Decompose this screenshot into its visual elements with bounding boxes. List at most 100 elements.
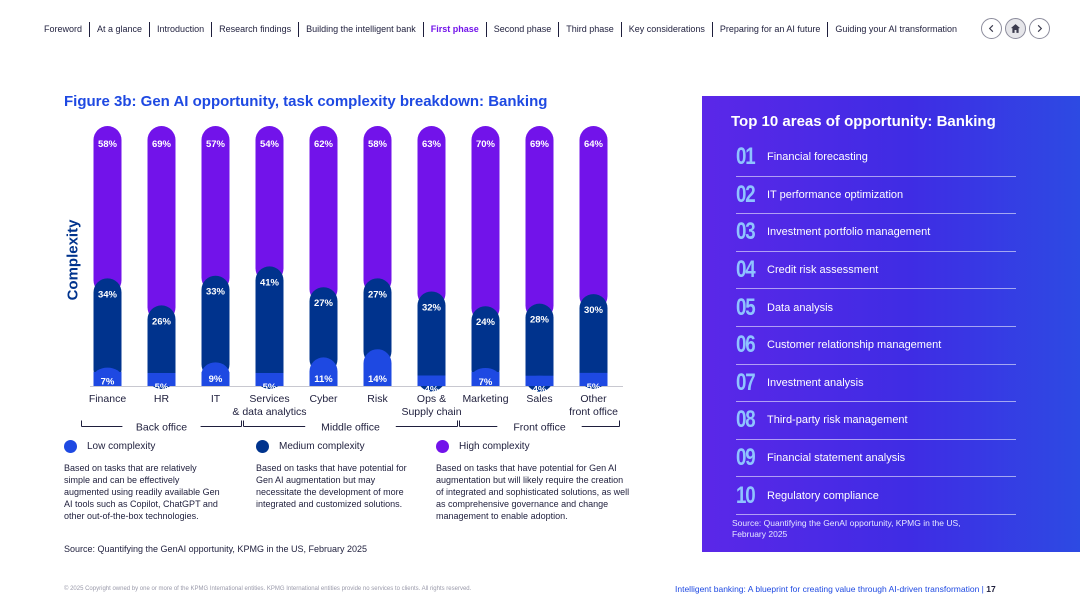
bar-high-services-data-analytics [255,126,284,283]
x-tick-label-sales: Sales [526,393,552,405]
legend-label: Low complexity [87,441,156,452]
top-nav: Foreword At a glance Introduction Resear… [44,21,964,37]
bar-low-base-it [201,372,230,386]
bar-medium-it [201,275,230,379]
item-label: Financial forecasting [767,151,868,164]
label-low-ops-supply-chain: 4% [425,384,439,395]
nav-at-a-glance[interactable]: At a glance [89,21,149,37]
list-item: 08 Third-party risk management [736,402,1016,440]
label-medium-it: 33% [206,287,226,298]
bar-low-base-hr [147,373,176,386]
list-item: 01 Financial forecasting [736,139,1016,177]
label-medium-cyber: 27% [314,298,334,309]
label-medium-ops-supply-chain: 32% [422,302,442,313]
figure-title: Figure 3b: Gen AI opportunity, task comp… [64,93,548,110]
bar-high-hr [147,126,176,322]
label-high-services-data-analytics: 54% [260,139,280,150]
item-number: 08 [736,406,756,434]
nav-key-considerations[interactable]: Key considerations [620,21,712,37]
bar-medium-cyber [309,287,338,374]
bar-medium-other-front-office [579,294,608,389]
nav-first-phase[interactable]: First phase [422,21,486,37]
chevron-left-icon [988,24,994,33]
nav-guiding-ai-transformation[interactable]: Guiding your AI transformation [827,21,964,37]
legend-medium-complexity: Medium complexity Based on tasks that ha… [256,440,416,510]
label-high-hr: 69% [152,139,172,150]
nav-introduction[interactable]: Introduction [149,21,211,37]
x-tick-label-other-front-office: Other [580,393,607,405]
label-high-other-front-office: 64% [584,139,604,150]
item-label: Regulatory compliance [767,489,879,502]
home-icon [1010,24,1021,33]
legend-description: Based on tasks that are relatively simpl… [64,463,220,521]
bar-high-finance [93,126,122,295]
item-label: Investment analysis [767,376,864,389]
item-label: IT performance optimization [767,188,904,201]
list-item: 04 Credit risk assessment [736,252,1016,290]
label-medium-finance: 34% [98,289,118,300]
bar-low-base-cyber [309,372,338,386]
item-label: Credit risk assessment [767,264,879,277]
opportunity-list: 01 Financial forecasting 02 IT performance… [736,139,1016,515]
label-low-marketing: 7% [479,377,493,388]
item-number: 02 [736,180,756,208]
nav-preparing-for-ai-future[interactable]: Preparing for an AI future [711,21,828,37]
bar-high-it [201,126,230,292]
label-low-cyber: 11% [314,374,333,385]
group-label-front-office: Front office [513,422,565,434]
nav-third-phase[interactable]: Third phase [558,21,621,37]
chevron-right-icon [1037,24,1043,33]
previous-page-button[interactable] [981,18,1002,39]
panel-title: Top 10 areas of opportunity: Banking [731,113,996,130]
bar-medium-risk [363,278,392,366]
next-page-button[interactable] [1029,18,1050,39]
nav-building-the-intelligent-bank[interactable]: Building the intelligent bank [298,21,423,37]
low-complexity-swatch [64,440,77,453]
label-low-other-front-office: 5% [587,382,601,393]
x-tick-label-hr: HR [154,393,170,405]
item-number: 07 [736,368,756,396]
label-low-services-data-analytics: 5% [263,382,277,393]
document-title: Intelligent banking: A blueprint for cre… [675,584,980,594]
bar-high-cyber [309,126,338,304]
label-low-finance: 7% [101,377,115,388]
label-high-cyber: 62% [314,139,334,150]
label-medium-services-data-analytics: 41% [260,277,280,288]
label-low-hr: 5% [155,382,169,393]
bar-medium-ops-supply-chain [417,291,446,392]
nav-research-findings[interactable]: Research findings [211,21,298,37]
bar-medium-finance [93,278,122,384]
bar-medium-hr [147,305,176,389]
page-number: 17 [986,584,996,594]
item-label: Data analysis [767,301,834,314]
bar-medium-services-data-analytics [255,266,284,389]
bar-low-base-ops-supply-chain [417,375,446,386]
list-item: 09 Financial statement analysis [736,440,1016,478]
bar-high-risk [363,126,392,295]
x-tick-label-marketing: Marketing [462,393,508,405]
item-label: Third-party risk management [767,414,908,427]
item-number: 10 [736,481,756,509]
figure-source: Source: Quantifying the GenAI opportunit… [64,544,367,554]
legend-description: Based on tasks that have potential for G… [256,463,407,509]
legend-high-complexity: High complexity Based on tasks that have… [436,440,632,522]
item-label: Investment portfolio management [767,226,931,239]
bar-high-other-front-office [579,126,608,311]
label-medium-hr: 26% [152,316,172,327]
home-button[interactable] [1005,18,1026,39]
nav-second-phase[interactable]: Second phase [485,21,559,37]
label-high-ops-supply-chain: 63% [422,139,442,150]
x-tick-label-finance: Finance [89,393,127,405]
list-item: 05 Data analysis [736,289,1016,327]
medium-complexity-swatch [256,440,269,453]
item-number: 06 [736,331,756,359]
nav-foreword[interactable]: Foreword [44,23,83,34]
legend-description: Based on tasks that have potential for G… [436,463,630,521]
list-item: 02 IT performance optimization [736,177,1016,215]
bar-medium-sales [525,303,554,392]
x-tick-label-services-data-analytics: Services [249,393,289,405]
item-number: 01 [736,143,756,171]
bar-low-base-marketing [471,372,500,386]
group-label-back-office: Back office [136,422,187,434]
top-10-panel: Top 10 areas of opportunity: Banking 01 F… [702,96,1080,552]
